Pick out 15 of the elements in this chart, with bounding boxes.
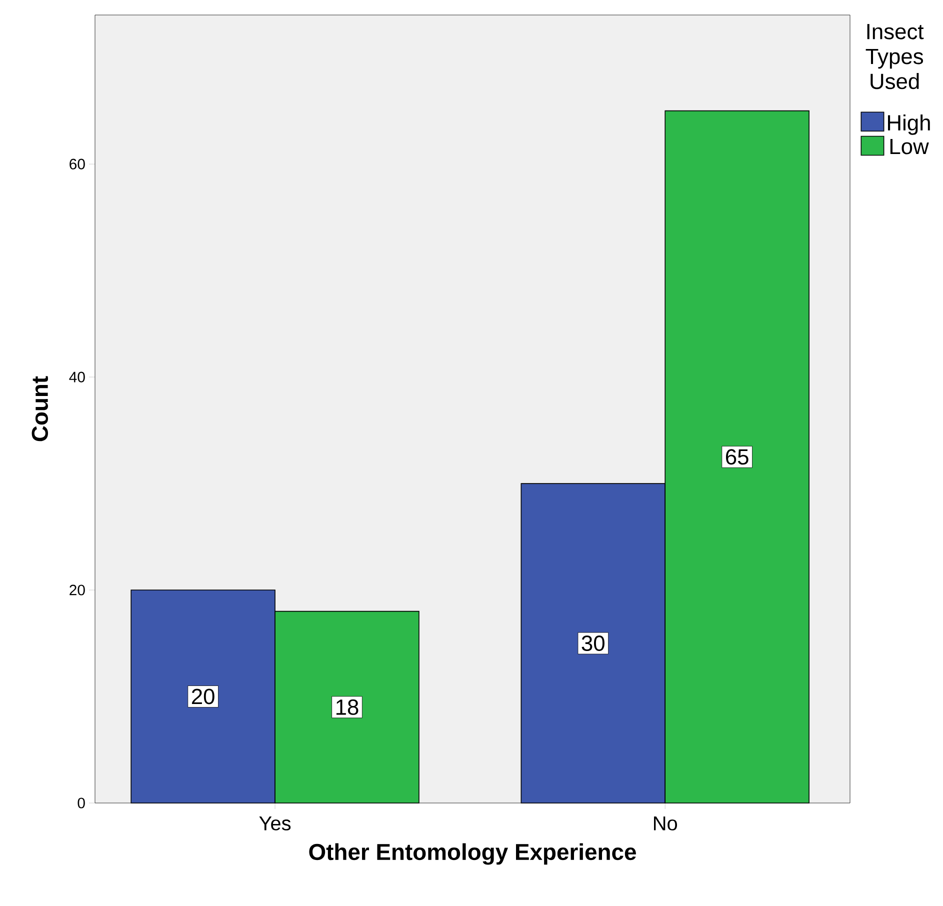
y-tick-label: 0 xyxy=(78,798,85,808)
y-tick-label: 40 xyxy=(69,372,85,382)
x-axis-title: Other Entomology Experience xyxy=(309,843,636,865)
data-label: 30 xyxy=(582,636,604,652)
legend-title: Insect Types Used xyxy=(866,24,924,90)
y-tick-label: 20 xyxy=(70,584,85,596)
legend-label: Low xyxy=(890,138,929,154)
data-label: 18 xyxy=(336,699,358,715)
x-tick-label: No xyxy=(654,816,678,830)
data-label: 65 xyxy=(726,449,748,465)
x-tick-label: Yes xyxy=(259,816,291,830)
data-label: 20 xyxy=(192,688,214,704)
legend-label: High xyxy=(888,114,930,135)
y-axis-title: Count xyxy=(32,376,48,442)
y-tick-label: 60 xyxy=(70,158,85,170)
